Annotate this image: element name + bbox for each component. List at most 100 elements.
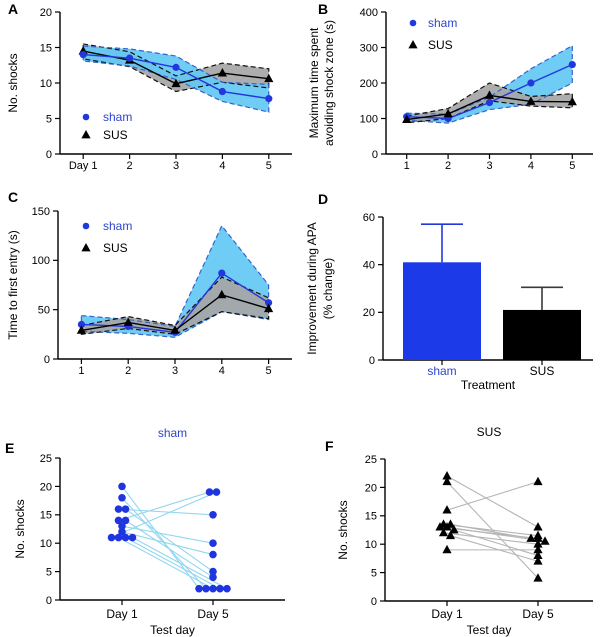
y-tick-label: 15	[40, 42, 52, 54]
axes: 0 5 10 15 20 No. shocks	[6, 7, 292, 161]
pair-line	[111, 491, 217, 539]
data-point-triangle	[442, 476, 452, 486]
y-tick-label: 0	[372, 149, 378, 161]
data-point-circle	[568, 60, 576, 69]
data-point-triangle	[81, 130, 91, 139]
y-tick-label: 0	[369, 355, 375, 367]
legend: sham SUS	[408, 16, 457, 52]
y-axis-label: avoiding shock zone (s)	[322, 20, 336, 146]
legend-label: sham	[428, 16, 457, 30]
error-band-outline-SUS	[80, 276, 270, 336]
y-tick-label: 20	[40, 481, 52, 493]
bar-sham	[403, 262, 481, 360]
data-point-circle	[77, 320, 85, 329]
x-tick-label: 3	[173, 160, 179, 172]
x-tick-label: 3	[486, 160, 492, 172]
data-point-circle	[209, 550, 217, 559]
data-point-triangle	[533, 544, 543, 554]
panel-b: B 0 100 200 300 400 Maximum time spent avoidin…	[300, 0, 603, 183]
x-tick-label: 4	[528, 160, 534, 172]
data-point-circle	[202, 584, 210, 593]
data-point-circle	[209, 511, 217, 519]
legend-label: sham	[103, 219, 132, 233]
y-tick-label: 300	[360, 42, 378, 54]
data-point-triangle	[171, 78, 181, 88]
x-tick-label: 3	[172, 365, 178, 377]
pair-line	[121, 486, 200, 589]
panel-f: F 0 5 10 15 20 25 No. shocks Day 1 Day 5 Test day…	[300, 391, 603, 637]
pair-line	[125, 508, 214, 573]
y-tick-label: 25	[365, 454, 377, 466]
pair-line	[443, 532, 539, 545]
pair-line	[118, 508, 214, 516]
y-axis-label: No. shocks	[6, 53, 20, 112]
data-point-circle	[195, 584, 203, 593]
y-tick-label: 100	[32, 255, 50, 267]
data-point-circle	[121, 533, 130, 542]
y-tick-label: 0	[46, 595, 52, 607]
data-point-circle	[223, 584, 231, 593]
y-tick-label: 100	[360, 113, 378, 125]
panel-b-chart: 0 100 200 300 400 Maximum time spent avoiding …	[307, 7, 593, 172]
data-point-triangle	[533, 522, 543, 531]
panel-title: SUS	[477, 425, 502, 439]
y-tick-label: 5	[46, 113, 52, 125]
y-axis-label: Improvement during APA	[305, 222, 319, 355]
data-point-circle	[128, 533, 137, 542]
data-point-circle	[265, 95, 273, 103]
x-axis-label: Test day	[467, 623, 512, 637]
y-tick-label: 10	[40, 78, 52, 90]
x-tick-label: 5	[569, 160, 575, 172]
x-tick-label: Day 1	[431, 607, 463, 621]
pair-line	[453, 529, 539, 557]
pair-line	[121, 525, 214, 544]
data-point-circle	[209, 539, 217, 547]
data-point-circle	[118, 528, 126, 536]
error-band-outline-sham	[80, 224, 270, 338]
data-point-circle	[114, 516, 123, 525]
data-point-triangle	[408, 40, 418, 49]
data-point-triangle	[540, 536, 550, 545]
legend: sham SUS	[81, 219, 132, 255]
data-point-triangle	[81, 243, 91, 252]
legend-label: sham	[103, 110, 132, 124]
data-point-triangle	[533, 556, 543, 565]
panel-d: D 0 20 40 60 Improvement during APA (% change…	[300, 183, 603, 391]
x-tick-label: Day 1	[106, 607, 138, 621]
data-point-circle	[107, 533, 116, 542]
y-tick-label: 0	[44, 354, 50, 366]
y-tick-label: 40	[363, 260, 375, 272]
x-tick-label: Day 5	[522, 607, 554, 621]
data-point-circle	[114, 533, 123, 542]
data-point-triangle	[533, 539, 543, 548]
data-point-triangle	[526, 533, 536, 542]
panel-a: A 0 5 10 15 20 No. shocks Day 1 2 3 4 5 sham SUS	[0, 0, 300, 183]
data-point-circle	[82, 222, 90, 230]
data-point-triangle	[217, 289, 227, 299]
x-axis-label: Treatment	[461, 378, 516, 391]
x-tick-label: 1	[78, 365, 84, 377]
panel-e-letter: E	[5, 440, 15, 456]
panel-a-chart: 0 5 10 15 20 No. shocks Day 1 2 3 4 5 sham SUS	[6, 7, 292, 172]
data-point-circle	[265, 299, 273, 307]
y-axis-label: Time to first entry (s)	[6, 230, 20, 340]
data-point-triangle	[264, 73, 274, 83]
y-tick-label: 10	[365, 539, 377, 551]
data-point-circle	[209, 573, 217, 582]
data-point-circle	[121, 516, 130, 525]
data-point-circle	[126, 54, 134, 62]
pair-line	[450, 535, 539, 562]
category-label: sham	[427, 364, 456, 378]
panel-d-chart: 0 20 40 60 Improvement during APA (% change) s…	[305, 212, 593, 391]
data-point-triangle	[442, 471, 452, 480]
legend-label: SUS	[103, 128, 128, 142]
data-point-triangle	[533, 533, 543, 542]
data-point-triangle	[442, 505, 452, 514]
x-tick-label: Day 1	[69, 160, 98, 172]
data-point-triangle	[217, 68, 227, 77]
panel-c-chart: 0 50 100 150 Time to first entry (s) 1 2 3 4 5 sha…	[6, 206, 292, 377]
data-point-circle	[118, 522, 126, 530]
pair-line	[446, 481, 539, 511]
data-point-circle	[212, 488, 221, 496]
